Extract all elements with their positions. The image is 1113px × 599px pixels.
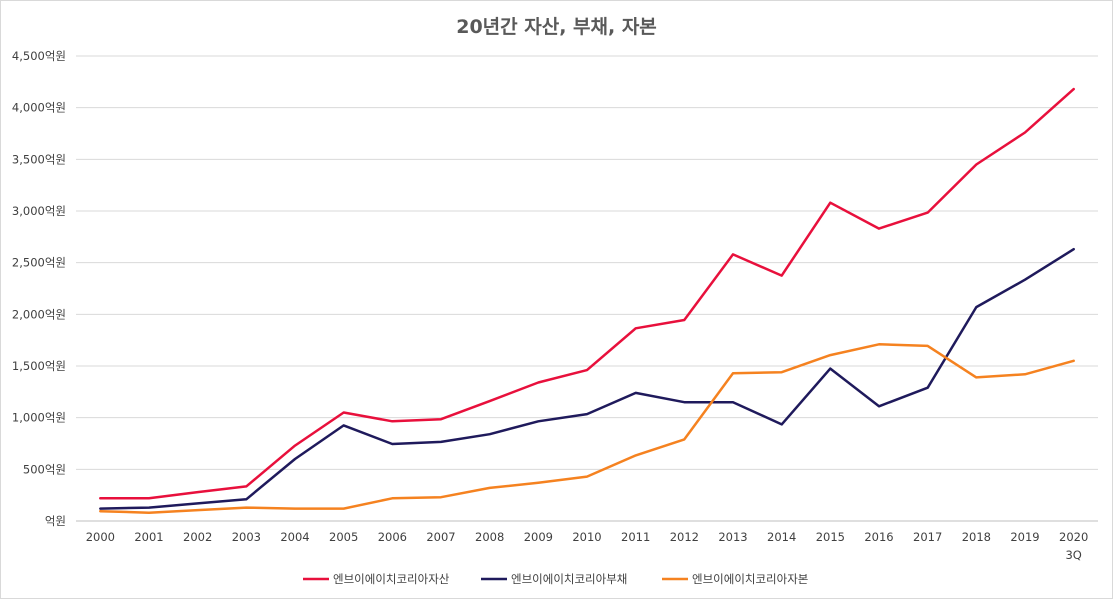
x-tick-label: 2001 bbox=[134, 530, 163, 544]
x-tick-label: 2006 bbox=[378, 530, 407, 544]
x-tick-label: 2007 bbox=[426, 530, 455, 544]
x-tick-label: 2009 bbox=[524, 530, 553, 544]
legend-label: 엔브이에이치코리아자산 bbox=[333, 572, 450, 586]
y-tick-label: 억원 bbox=[45, 514, 66, 528]
series-line-1 bbox=[99, 87, 1075, 500]
gridlines bbox=[76, 55, 1098, 522]
series-line-2 bbox=[99, 247, 1075, 510]
x-tick-label: 2003 bbox=[232, 530, 261, 544]
x-tick-label: 2018 bbox=[962, 530, 991, 544]
series-line-3 bbox=[99, 343, 1075, 514]
x-tick-label: 2000 bbox=[86, 530, 115, 544]
y-tick-label: 1,000억원 bbox=[12, 411, 66, 425]
x-tick-label: 3Q bbox=[1065, 548, 1081, 562]
legend: 엔브이에이치코리아자산 엔브이에이치코리아부채 엔브이에이치코리아자본 bbox=[303, 572, 808, 586]
x-tick-label: 2002 bbox=[183, 530, 212, 544]
x-tick-label: 2005 bbox=[329, 530, 358, 544]
y-tick-label: 3,000억원 bbox=[12, 204, 66, 218]
y-tick-label: 500억원 bbox=[23, 462, 66, 476]
x-tick-label: 2013 bbox=[718, 530, 747, 544]
legend-label: 엔브이에이치코리아부채 bbox=[511, 572, 627, 586]
x-tick-label: 2010 bbox=[572, 530, 601, 544]
y-tick-label: 1,500억원 bbox=[12, 359, 66, 373]
series-lines bbox=[99, 87, 1075, 514]
y-tick-label: 4,500억원 bbox=[12, 49, 66, 63]
y-tick-label: 3,500억원 bbox=[12, 152, 66, 166]
x-tick-label: 2004 bbox=[280, 530, 309, 544]
y-axis-tick-labels: 억원 500억원 1,000억원 1,500억원 2,000억원 2,500억원 3,000… bbox=[12, 49, 66, 528]
x-tick-label: 2020 bbox=[1059, 530, 1088, 544]
x-tick-label: 2019 bbox=[1010, 530, 1039, 544]
x-tick-label: 2015 bbox=[816, 530, 845, 544]
x-axis-tick-labels: 2000 2001 2002 2003 2004 2005 2006 2007 2008 2009… bbox=[86, 530, 1089, 562]
y-tick-label: 2,000억원 bbox=[12, 307, 66, 321]
y-tick-label: 4,000억원 bbox=[12, 101, 66, 115]
x-tick-label: 2008 bbox=[475, 530, 504, 544]
x-tick-label: 2011 bbox=[621, 530, 650, 544]
x-tick-label: 2016 bbox=[864, 530, 893, 544]
x-tick-label: 2012 bbox=[670, 530, 699, 544]
chart-title: 20년간 자산, 부채, 자본 bbox=[456, 16, 657, 38]
x-tick-label: 2014 bbox=[767, 530, 796, 544]
x-tick-label: 2017 bbox=[913, 530, 942, 544]
legend-label: 엔브이에이치코리아자본 bbox=[692, 572, 808, 586]
y-tick-label: 2,500억원 bbox=[12, 256, 66, 270]
